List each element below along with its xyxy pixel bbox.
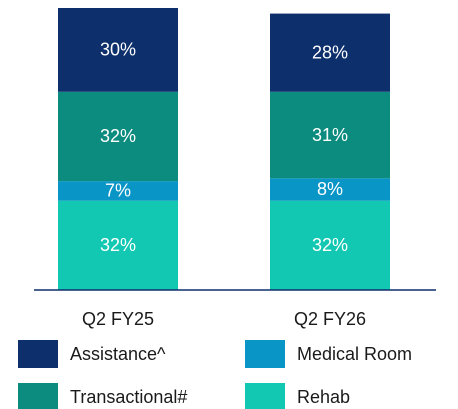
bar-segment xyxy=(270,13,390,92)
bar-segment xyxy=(58,91,178,182)
legend-swatch xyxy=(245,383,285,409)
bar-segment xyxy=(270,91,390,179)
x-tick-label: Q2 FY26 xyxy=(294,309,366,329)
bar-segment xyxy=(58,181,178,201)
value-label: 30% xyxy=(100,40,136,60)
bar-segment xyxy=(270,178,390,201)
legend-swatch xyxy=(245,340,285,368)
bar-segment xyxy=(58,8,178,92)
bar-segment xyxy=(270,200,390,290)
value-label: 7% xyxy=(105,181,131,201)
value-label: 28% xyxy=(312,42,348,62)
legend-swatch xyxy=(18,340,58,368)
legend-swatch xyxy=(18,383,58,409)
value-label: 32% xyxy=(100,126,136,146)
value-label: 31% xyxy=(312,125,348,145)
x-tick-label: Q2 FY25 xyxy=(82,309,154,329)
bar-segment xyxy=(58,200,178,290)
value-label: 8% xyxy=(317,179,343,199)
value-label: 32% xyxy=(100,235,136,255)
legend-label: Medical Room xyxy=(297,344,412,364)
legend-label: Transactional# xyxy=(70,387,187,407)
legend-label: Rehab xyxy=(297,387,350,407)
legend-label: Assistance^ xyxy=(70,344,166,364)
value-label: 32% xyxy=(312,235,348,255)
